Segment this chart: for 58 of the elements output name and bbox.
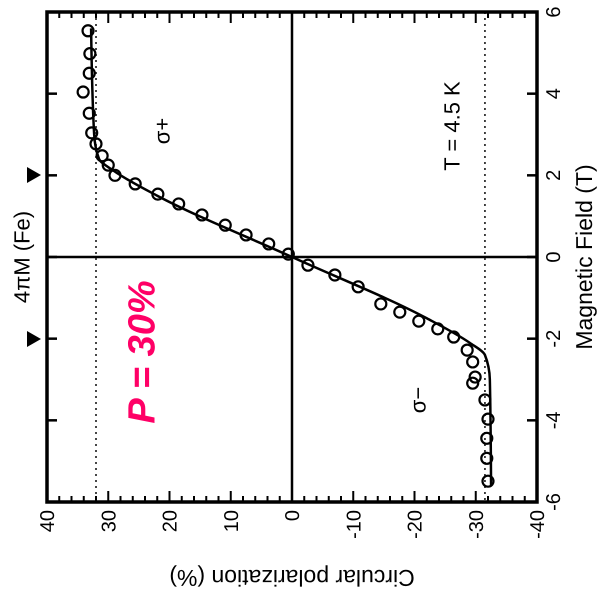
point xyxy=(81,24,95,38)
x-tick-label: -40 xyxy=(527,510,549,539)
point xyxy=(468,370,482,384)
text: 4πM (Fe) xyxy=(10,210,35,304)
y-axis-title: Magnetic Field (T) xyxy=(571,164,598,350)
point xyxy=(96,149,109,162)
point xyxy=(480,432,494,445)
point xyxy=(352,280,365,294)
point xyxy=(83,47,96,60)
point xyxy=(85,126,98,140)
point xyxy=(102,158,115,172)
point xyxy=(460,344,474,357)
point xyxy=(89,137,103,150)
point xyxy=(431,322,444,336)
point xyxy=(412,314,426,328)
y-tick-label: 0 xyxy=(543,251,565,263)
y-tick-label: -6 xyxy=(543,493,565,511)
x-tick-label: 20 xyxy=(160,510,182,532)
point xyxy=(466,355,480,369)
point xyxy=(466,376,480,390)
point xyxy=(128,177,142,191)
x-axis-title: Circular polarization (%) xyxy=(169,564,415,591)
point xyxy=(282,248,295,261)
point xyxy=(481,412,495,426)
annotation: σ+ xyxy=(150,118,175,144)
x-tick-label: 0 xyxy=(282,510,304,522)
point xyxy=(301,258,315,272)
point xyxy=(108,168,122,182)
point xyxy=(172,197,186,211)
point xyxy=(480,452,494,465)
x-tick-label: -20 xyxy=(404,510,426,539)
point xyxy=(76,85,90,99)
x-tick-label: -10 xyxy=(343,510,366,539)
x-tick-label: -30 xyxy=(466,510,488,539)
annotation: T = 4.5 K xyxy=(440,80,465,171)
point xyxy=(239,228,253,242)
y-tick-label: 2 xyxy=(543,170,565,181)
y-tick-label: 6 xyxy=(543,6,565,18)
y-tick-label: -2 xyxy=(543,330,565,348)
point xyxy=(195,208,209,222)
point xyxy=(447,330,460,344)
annotation: σ− xyxy=(406,386,431,414)
point xyxy=(374,297,388,311)
point xyxy=(393,306,406,319)
point xyxy=(218,218,232,232)
annotation: P = 30% xyxy=(121,280,164,424)
point xyxy=(328,268,342,282)
point xyxy=(151,188,164,201)
point xyxy=(82,66,96,80)
point xyxy=(82,106,96,120)
x-tick-label: 10 xyxy=(220,510,243,532)
x-tick-label: 30 xyxy=(98,510,120,532)
y-tick-label: 4 xyxy=(543,88,565,100)
point xyxy=(478,393,492,407)
x-tick-label: 40 xyxy=(37,510,59,532)
point xyxy=(481,474,495,488)
point xyxy=(262,237,276,251)
y-tick-label: -4 xyxy=(543,411,565,430)
